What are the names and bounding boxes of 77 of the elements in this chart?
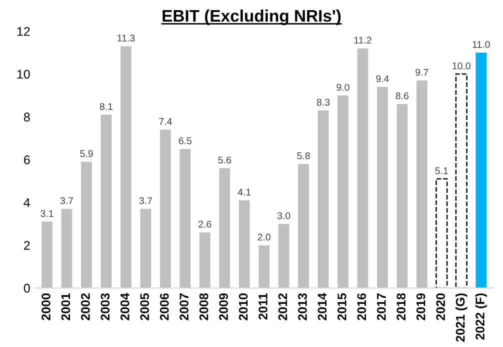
bar — [140, 208, 152, 288]
y-tick-label: 12 — [17, 27, 30, 36]
x-tick-label: 2001 — [61, 293, 70, 320]
y-tick-label: 10 — [17, 70, 30, 79]
bar — [298, 164, 309, 288]
x-tick-label: 2002 — [81, 293, 90, 320]
x-tick-label: 2010 — [238, 293, 248, 320]
data-label: 5.9 — [80, 150, 93, 158]
x-tick-label: 2011 — [258, 293, 268, 320]
x-tick-label: 2021 (G) — [456, 293, 468, 342]
data-label: 3.1 — [40, 210, 54, 217]
bar — [61, 208, 72, 288]
bar — [377, 86, 388, 288]
bar — [416, 80, 428, 288]
data-label: 9.7 — [416, 68, 428, 76]
bar — [180, 148, 191, 288]
data-label: 4.1 — [238, 188, 251, 196]
x-tick-label: 2006 — [160, 293, 169, 320]
x-tick-label: 2000 — [42, 293, 50, 320]
data-label: 8.6 — [396, 92, 409, 100]
x-tick-label: 2012 — [278, 293, 288, 320]
x-tick-label: 2015 — [338, 293, 346, 320]
x-tick-label: 2018 — [396, 293, 406, 320]
data-label: 7.4 — [159, 118, 172, 125]
x-tick-label: 2004 — [120, 292, 130, 320]
data-label: 11.0 — [472, 41, 490, 48]
data-label: 10.0 — [452, 62, 470, 70]
bar — [42, 222, 52, 288]
data-label: 8.1 — [100, 103, 113, 110]
bar — [357, 48, 368, 288]
data-label: 2.0 — [258, 234, 270, 241]
data-label: 11.2 — [354, 36, 372, 44]
bar — [160, 130, 171, 288]
data-label: 2.6 — [198, 220, 212, 228]
x-tick-label: 2008 — [199, 293, 208, 320]
chart-title: EBIT (Excluding NRIs') — [162, 10, 341, 26]
y-tick-label: 6 — [24, 155, 30, 164]
data-label: 8.3 — [316, 98, 330, 106]
x-tick-label: 2005 — [140, 293, 150, 320]
data-label: 5.1 — [435, 167, 448, 174]
x-tick-label: 2016 — [357, 293, 366, 320]
x-tick-label: 2017 — [376, 293, 386, 320]
y-tick-label: 4 — [24, 198, 30, 207]
bar — [81, 162, 92, 288]
data-label: 6.5 — [178, 137, 192, 144]
data-label: 9.0 — [336, 84, 350, 91]
data-label: 5.8 — [297, 152, 310, 160]
bar — [100, 114, 112, 288]
data-label: 9.4 — [376, 75, 389, 82]
bar — [278, 224, 290, 288]
x-tick-label: 2020 — [436, 293, 445, 320]
data-label: 3.7 — [139, 197, 152, 204]
x-tick-label: 2022 (F) — [475, 293, 487, 340]
data-label: 3.0 — [277, 212, 290, 220]
bar — [120, 46, 132, 288]
bar — [396, 104, 408, 288]
bar — [238, 200, 250, 288]
y-tick-label: 0 — [24, 284, 30, 293]
x-tick-label: 2013 — [298, 293, 307, 320]
bar — [338, 95, 348, 288]
bar — [219, 168, 230, 288]
y-tick-label: 2 — [24, 241, 30, 250]
data-label: 11.3 — [118, 34, 135, 42]
bar — [318, 110, 329, 288]
y-tick-label: 8 — [24, 112, 30, 122]
x-tick-label: 2009 — [219, 293, 228, 320]
bar — [436, 178, 448, 288]
data-label: 3.7 — [60, 197, 74, 204]
bar — [199, 232, 210, 288]
bar — [258, 245, 270, 288]
bar — [455, 73, 468, 288]
x-tick-label: 2003 — [100, 293, 110, 320]
bar — [476, 52, 487, 288]
x-tick-label: 2019 — [416, 293, 426, 320]
data-label: 5.6 — [218, 156, 231, 164]
x-tick-label: 2007 — [180, 293, 189, 320]
x-tick-label: 2014 — [318, 292, 327, 320]
